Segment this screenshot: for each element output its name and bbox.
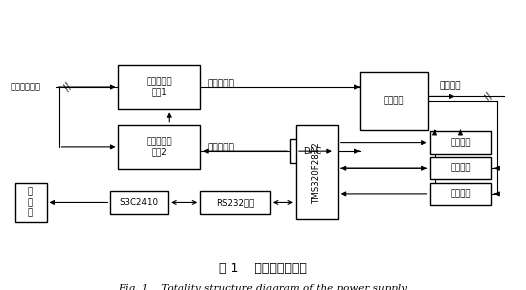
Text: Fig. 1    Totality structure diagram of the power supply: Fig. 1 Totality structure diagram of the… <box>118 284 408 290</box>
Text: 晶闸管整流
模块1: 晶闸管整流 模块1 <box>146 77 172 97</box>
Text: //: // <box>63 81 75 93</box>
Text: 检测电路: 检测电路 <box>450 189 471 198</box>
Bar <box>430 157 491 180</box>
Text: 逆变电路: 逆变电路 <box>383 96 404 105</box>
Text: 脉冲输出: 脉冲输出 <box>440 81 461 90</box>
Text: 图 1    电源总体结构图: 图 1 电源总体结构图 <box>219 262 307 275</box>
Bar <box>430 183 491 205</box>
Bar <box>110 191 168 213</box>
Text: RS232电路: RS232电路 <box>216 198 254 207</box>
Text: DAC: DAC <box>304 147 321 156</box>
Bar <box>118 65 200 109</box>
Text: 驱动电路: 驱动电路 <box>450 138 471 147</box>
Text: 负脉冲电压: 负脉冲电压 <box>207 143 234 152</box>
Text: 正脉冲电压: 正脉冲电压 <box>207 79 234 88</box>
Text: 晶闸管整流
模块2: 晶闸管整流 模块2 <box>146 137 172 157</box>
Bar <box>118 125 200 169</box>
Text: 三相交流输入: 三相交流输入 <box>11 83 41 92</box>
Bar <box>430 131 491 154</box>
Text: //: // <box>483 91 495 102</box>
Bar <box>15 183 47 222</box>
Text: 触
摸
屏: 触 摸 屏 <box>28 188 33 217</box>
Text: TMS320F2812: TMS320F2812 <box>312 141 321 202</box>
Text: 保护电路: 保护电路 <box>450 164 471 173</box>
Bar <box>296 125 338 219</box>
Bar <box>200 191 270 213</box>
Bar <box>360 72 428 130</box>
Text: S3C2410: S3C2410 <box>120 198 159 207</box>
Bar <box>290 139 335 163</box>
